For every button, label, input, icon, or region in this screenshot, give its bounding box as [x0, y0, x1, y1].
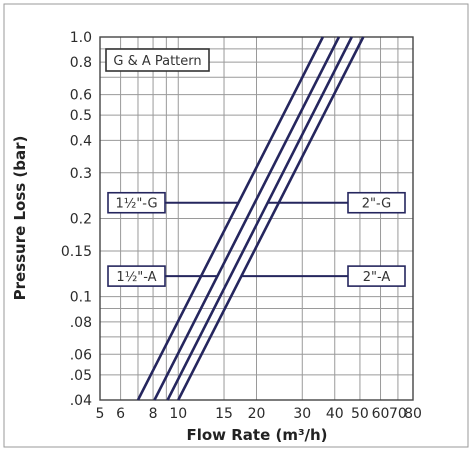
annotation-box: [347, 265, 406, 287]
x-tick-label: 70: [389, 406, 407, 422]
legend-box-text: G & A Pattern: [113, 54, 201, 69]
y-tick-label: 0.6: [70, 88, 92, 104]
annotations: 1½"-G 1½"-A 2"-G 2"-A: [107, 191, 406, 287]
y-tick-label: 0.8: [70, 55, 92, 71]
annotation-label: 2"-G: [362, 197, 392, 212]
series-line-3: [166, 36, 353, 401]
x-tick-label: 60: [372, 406, 390, 422]
x-tick-label: 6: [116, 406, 125, 422]
annotation-label: 1½"-A: [116, 270, 156, 285]
y-tick-label: 0.3: [70, 166, 92, 182]
annotation-box: [347, 191, 406, 214]
y-tick-label: 0.4: [70, 133, 92, 149]
series-line-2: [153, 36, 341, 401]
grid: [99, 36, 414, 401]
annotation-box: [107, 191, 166, 214]
y-tick-label: .04: [70, 393, 92, 409]
x-tick-label: 5: [96, 406, 105, 422]
x-tick-label: 40: [326, 406, 344, 422]
y-tick-label: .08: [70, 315, 92, 331]
annotation-box: [107, 265, 166, 287]
legend-box-frame: [105, 48, 210, 72]
chart-outer-border: [3, 3, 469, 448]
y-tick-label: 0.2: [70, 212, 92, 228]
y-tick-label: 0.15: [61, 244, 92, 260]
series-group: [136, 36, 365, 401]
y-tick-label: .05: [70, 368, 92, 384]
annotation-label: 1½"-G: [115, 197, 157, 212]
x-tick-label: 50: [351, 406, 369, 422]
y-axis-title: Pressure Loss (bar): [11, 136, 29, 301]
annotation-label: 2"-A: [363, 270, 391, 285]
x-axis-title: Flow Rate (m³/h): [186, 426, 327, 444]
series-line-1: [136, 36, 325, 401]
x-tick-label: 20: [248, 406, 266, 422]
x-tick-label: 80: [404, 406, 422, 422]
y-tick-label: .06: [70, 347, 92, 363]
y-tick-label: 0.1: [70, 290, 92, 306]
x-tick-label: 15: [215, 406, 233, 422]
x-tick-label: 8: [149, 406, 158, 422]
y-tick-label: 1.0: [70, 30, 92, 46]
plot-frame: [99, 36, 414, 401]
legend-box: G & A Pattern: [105, 48, 210, 72]
y-tick-label: 0.5: [70, 108, 92, 124]
series-line-4: [177, 36, 365, 401]
x-tick-label: 30: [293, 406, 311, 422]
x-tick-label: 10: [169, 406, 187, 422]
